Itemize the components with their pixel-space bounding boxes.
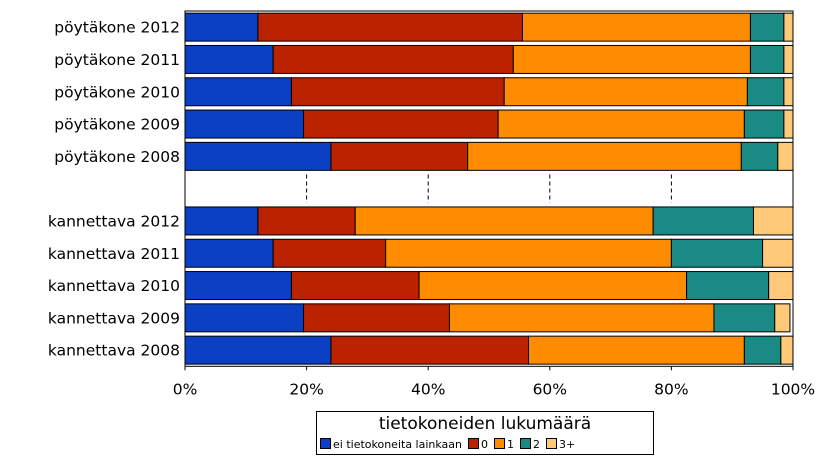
- category-label: pöytäkone 2012: [54, 19, 180, 37]
- bar-segment: [257, 206, 356, 236]
- bar-segment: [184, 335, 332, 365]
- bar-segment: [768, 271, 794, 301]
- bar-segment: [303, 303, 450, 333]
- bar-segment: [762, 238, 794, 268]
- bar-segment: [184, 109, 305, 139]
- category-label: kannettava 2011: [48, 245, 180, 263]
- x-tick-label: 20%: [289, 380, 323, 398]
- category-label: kannettava 2012: [48, 212, 180, 230]
- x-tick-label: 80%: [654, 380, 688, 398]
- x-tick-label: 40%: [411, 380, 445, 398]
- legend-title: tietokoneiden lukumäärä: [378, 414, 592, 434]
- bar-segment: [303, 109, 499, 139]
- legend-label: 1: [507, 438, 515, 451]
- bar-segment: [184, 141, 332, 171]
- bar-segment: [418, 271, 688, 301]
- legend-swatch: [494, 438, 506, 449]
- bar-segment: [184, 303, 305, 333]
- bar-segment: [521, 12, 751, 42]
- bar-segment: [330, 335, 530, 365]
- bar-segment: [290, 77, 505, 107]
- bar-segment: [290, 271, 420, 301]
- x-tick-label: 100%: [771, 380, 815, 398]
- legend-label: 0: [481, 438, 489, 451]
- category-label: kannettava 2010: [48, 277, 180, 295]
- bar-segment: [503, 77, 748, 107]
- legend-item: ei tietokoneita lainkaan: [320, 438, 462, 451]
- x-tick-label: 60%: [533, 380, 567, 398]
- x-tick-label: 0%: [173, 380, 198, 398]
- legend-swatch: [546, 438, 558, 449]
- bar-segment: [777, 141, 794, 171]
- bar-segment: [780, 335, 794, 365]
- bar-segment: [783, 44, 794, 74]
- legend-swatch: [320, 438, 331, 449]
- bar-segment: [354, 206, 654, 236]
- category-label: kannettava 2009: [48, 309, 180, 327]
- legend-label: 3+: [559, 438, 576, 451]
- bar-segment: [497, 109, 745, 139]
- legend-label: ei tietokoneita lainkaan: [333, 438, 463, 451]
- bar-segment: [272, 238, 387, 268]
- legend-item: 1: [494, 438, 514, 451]
- bar-segment: [749, 12, 785, 42]
- bar-segment: [272, 44, 514, 74]
- bar-segment: [184, 271, 292, 301]
- legend-items: ei tietokoneita lainkaan 0 1 2 3+: [320, 438, 581, 451]
- bar-segment: [184, 206, 259, 236]
- bar-segment: [330, 141, 469, 171]
- bar-segment: [670, 238, 764, 268]
- bar-segment: [686, 271, 770, 301]
- category-label: kannettava 2008: [48, 342, 180, 360]
- category-label: pöytäkone 2008: [54, 148, 180, 166]
- bar-segment: [528, 335, 745, 365]
- bar-segment: [783, 109, 794, 139]
- legend-swatch: [468, 438, 480, 449]
- bar-segment: [749, 44, 785, 74]
- bar-segment: [257, 12, 523, 42]
- bar-segment: [746, 77, 785, 107]
- bar-segment: [743, 109, 785, 139]
- legend-swatch: [520, 438, 532, 449]
- category-label: pöytäkone 2011: [54, 51, 180, 69]
- bar-segment: [783, 77, 794, 107]
- bar-segment: [448, 303, 715, 333]
- bar-segment: [743, 335, 782, 365]
- legend-item: 0: [468, 438, 488, 451]
- bar-segment: [184, 238, 274, 268]
- legend-item: 3+: [546, 438, 575, 451]
- bar-segment: [184, 77, 292, 107]
- bar-segment: [783, 12, 794, 42]
- bar-segment: [713, 303, 776, 333]
- bar-segment: [184, 12, 259, 42]
- bar-segment: [752, 206, 794, 236]
- bar-segment: [652, 206, 754, 236]
- bar-segment: [774, 303, 791, 333]
- bar-segment: [512, 44, 751, 74]
- category-label: pöytäkone 2010: [54, 83, 180, 101]
- bar-segment: [184, 44, 274, 74]
- bar-segment: [385, 238, 672, 268]
- category-label: pöytäkone 2009: [54, 116, 180, 134]
- bar-segment: [740, 141, 779, 171]
- legend-item: 2: [520, 438, 540, 451]
- legend: tietokoneiden lukumäärä ei tietokoneita …: [316, 411, 654, 455]
- legend-label: 2: [533, 438, 541, 451]
- bar-segment: [467, 141, 742, 171]
